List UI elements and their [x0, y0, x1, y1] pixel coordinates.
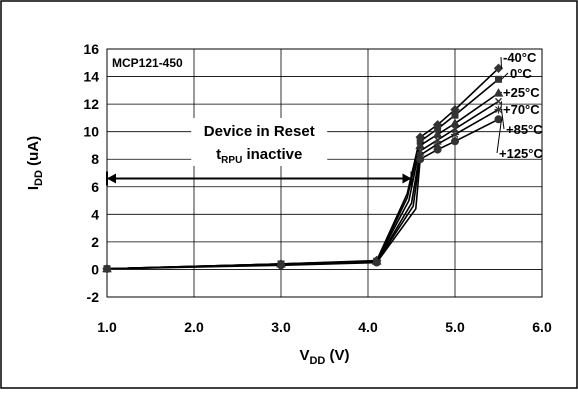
legend-leader: [500, 101, 502, 110]
legend-label: +70°C: [503, 102, 540, 117]
data-point: [433, 145, 442, 154]
y-tick-label: 0: [91, 261, 99, 277]
legend-leader: [501, 72, 509, 80]
data-point: [416, 151, 425, 160]
reset-annotation: Device in Reset tRPU inactive: [106, 118, 413, 186]
annotation-background: [191, 118, 328, 166]
y-tick-label: 8: [91, 151, 99, 167]
data-point: [495, 75, 502, 83]
data-point: [494, 105, 503, 114]
legend-label: +25°C: [503, 85, 540, 100]
x-tick-label: 3.0: [271, 319, 291, 335]
annotation-line2: tRPU inactive: [216, 146, 302, 166]
data-point: [451, 111, 459, 119]
legend-label: +125°C: [499, 146, 543, 161]
data-point: [451, 137, 459, 146]
data-point: [494, 115, 503, 124]
legend-leader: [500, 91, 502, 94]
y-tick-label: 2: [91, 234, 99, 250]
y-tick-label: 6: [91, 179, 99, 195]
x-tick-label: 4.0: [358, 319, 378, 335]
data-point: [451, 125, 459, 133]
data-point: [494, 97, 503, 105]
x-tick-label: 5.0: [445, 319, 465, 335]
annotation-line1: Device in Reset: [204, 123, 315, 140]
data-point: [277, 261, 285, 270]
data-point: [415, 140, 426, 149]
y-tick-label: 16: [83, 41, 99, 57]
series-5: [103, 115, 503, 273]
legend-label: +85°C: [506, 122, 543, 137]
legend-leader: [501, 109, 505, 130]
y-tick-label: 12: [83, 96, 99, 112]
series-lines: [102, 63, 504, 274]
legend-label: 0°C: [510, 66, 532, 81]
data-point: [493, 88, 504, 97]
data-point: [103, 264, 111, 273]
y-axis-label: IDD (uA): [25, 136, 45, 190]
y-tick-label: 10: [83, 124, 99, 140]
arrow-head-right: [402, 173, 412, 184]
y-tick-label: 14: [83, 69, 99, 85]
legend: -40°C0°C +25°C +70°C +85°C +125°C: [496, 50, 543, 161]
arrow-head-left: [107, 173, 116, 184]
y-tick-label: 4: [91, 206, 99, 222]
data-point: [432, 129, 443, 138]
data-point: [372, 258, 381, 267]
y-tick-labels: -2 0 2 4 6 8 10 12 14 16: [83, 41, 99, 305]
x-tick-labels: 1.0 2.0 3.0 4.0 5.0 6.0: [97, 319, 552, 335]
x-axis-label: VDD (V): [299, 347, 349, 367]
part-number: MCP121-450: [112, 56, 183, 70]
data-point: [433, 140, 442, 149]
data-point: [450, 118, 460, 127]
data-point: [416, 155, 425, 164]
y-tick-label: -2: [87, 289, 100, 305]
legend-label: -40°C: [503, 50, 537, 65]
x-tick-label: 6.0: [532, 319, 552, 335]
data-point: [451, 130, 459, 139]
legend-leader: [500, 56, 502, 69]
x-tick-label: 2.0: [184, 319, 204, 335]
x-tick-label: 1.0: [97, 319, 117, 335]
legend-leader: [496, 119, 502, 154]
